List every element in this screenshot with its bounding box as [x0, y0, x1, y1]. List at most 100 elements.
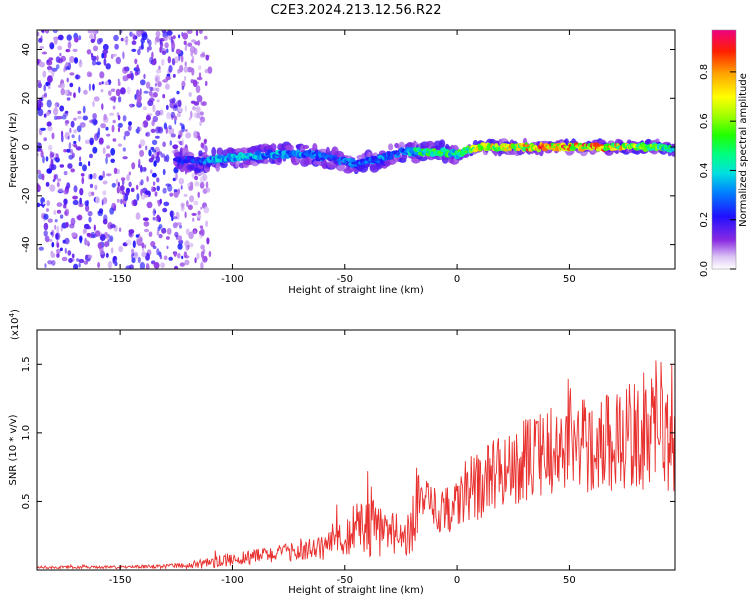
noise-blob — [45, 30, 50, 34]
noise-blob — [156, 151, 160, 157]
noise-blob — [117, 78, 120, 82]
noise-blob — [172, 144, 179, 150]
noise-blob — [56, 115, 63, 120]
noise-blob — [143, 228, 150, 233]
noise-blob — [187, 183, 191, 187]
noise-blob — [132, 33, 136, 41]
noise-blob — [79, 156, 82, 162]
noise-blob — [152, 181, 156, 186]
noise-blob — [46, 66, 53, 71]
noise-blob — [64, 247, 67, 254]
noise-blob — [86, 226, 92, 230]
noise-blob — [63, 189, 69, 195]
noise-blob — [94, 184, 98, 191]
noise-blob — [86, 232, 91, 237]
noise-blob — [117, 143, 122, 147]
noise-blob — [166, 48, 169, 54]
noise-blob — [137, 48, 141, 56]
noise-blob — [106, 145, 110, 150]
noise-blob — [194, 181, 200, 187]
noise-blob — [197, 65, 202, 71]
noise-blob — [205, 187, 211, 193]
x-tick-label: 0 — [454, 274, 460, 285]
noise-blob — [162, 168, 166, 176]
noise-blob — [151, 172, 157, 178]
noise-blob — [73, 129, 77, 134]
noise-blob — [117, 96, 122, 103]
noise-blob — [88, 191, 92, 197]
colorbar-tick-label: 0.4 — [699, 162, 710, 178]
noise-blob — [46, 59, 50, 63]
noise-blob — [85, 240, 89, 246]
ridge-spot — [517, 147, 521, 150]
noise-blob — [199, 111, 204, 116]
x-tick-label: 0 — [454, 575, 460, 586]
noise-blob — [70, 217, 76, 226]
x-tick-label: -100 — [221, 575, 244, 586]
noise-blob — [145, 114, 151, 121]
noise-blob — [198, 230, 203, 235]
noise-blob — [143, 90, 149, 94]
noise-blob — [145, 263, 150, 269]
noise-blob — [56, 248, 61, 254]
noise-blob — [140, 30, 144, 34]
noise-blob — [126, 174, 130, 182]
noise-blob — [204, 35, 208, 40]
noise-blob — [84, 200, 89, 207]
noise-blob — [148, 97, 155, 102]
noise-blob — [131, 257, 136, 264]
noise-blob — [192, 217, 195, 222]
noise-blob — [101, 103, 104, 110]
noise-blob — [196, 112, 201, 119]
noise-blob — [77, 214, 83, 221]
noise-blob — [83, 228, 87, 233]
noise-blob — [69, 82, 74, 88]
noise-blob — [149, 86, 153, 91]
noise-blob — [105, 252, 109, 258]
noise-blob — [43, 137, 47, 142]
noise-blob — [197, 191, 200, 198]
noise-blob — [142, 106, 147, 111]
noise-blob — [162, 187, 167, 194]
noise-blob — [125, 39, 128, 46]
y-tick-label: 0.5 — [21, 493, 32, 509]
noise-blob — [131, 40, 137, 46]
noise-blob — [46, 111, 50, 116]
noise-blob — [98, 208, 104, 214]
noise-blob — [68, 258, 73, 263]
noise-blob — [140, 165, 143, 173]
noise-blob — [170, 133, 176, 138]
noise-blob — [84, 139, 91, 144]
noise-blob — [152, 92, 158, 98]
noise-blob — [184, 46, 187, 51]
noise-blob — [56, 225, 60, 234]
colorbar-frame — [711, 29, 737, 270]
noise-blob — [39, 46, 44, 49]
ridge-spot — [338, 160, 342, 166]
noise-blob — [78, 134, 81, 142]
y-tick-label: 0 — [21, 144, 32, 150]
noise-blob — [117, 126, 121, 133]
noise-blob — [138, 158, 141, 167]
noise-blob — [150, 94, 154, 99]
noise-blob — [67, 163, 73, 169]
noise-blob — [99, 71, 105, 79]
noise-blob — [197, 172, 202, 177]
noise-blob — [116, 198, 120, 203]
noise-blob — [165, 76, 171, 81]
noise-blob — [52, 30, 58, 34]
noise-blob — [200, 250, 205, 259]
noise-blob — [155, 110, 161, 117]
noise-blob — [99, 250, 105, 255]
noise-blob — [163, 201, 170, 207]
noise-blob — [135, 212, 141, 220]
noise-blob — [161, 227, 167, 234]
x-tick-label: -50 — [337, 274, 353, 285]
noise-blob — [56, 253, 60, 258]
noise-blob — [50, 43, 55, 49]
noise-blob — [78, 35, 82, 41]
noise-blob — [37, 144, 40, 152]
noise-blob — [51, 132, 55, 140]
noise-blob — [93, 96, 100, 102]
x-tick-label: -50 — [337, 575, 353, 586]
